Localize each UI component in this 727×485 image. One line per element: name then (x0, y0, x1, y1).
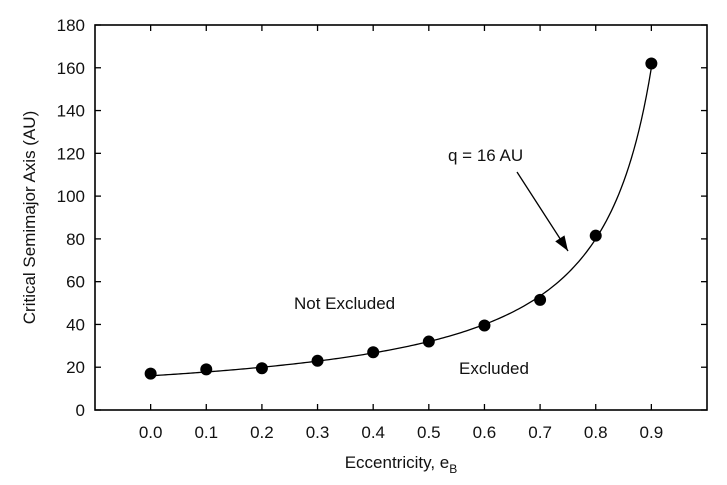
data-point (589, 229, 602, 242)
y-axis-label: Critical Semimajor Axis (AU) (20, 111, 39, 324)
curve-arrow-line (516, 171, 569, 252)
points-layer (144, 57, 658, 380)
y-tick-label: 100 (57, 187, 85, 206)
x-tick-label: 0.8 (584, 423, 608, 442)
data-point (144, 367, 157, 380)
data-point (311, 354, 324, 367)
data-point (367, 346, 380, 359)
x-tick-label: 0.5 (417, 423, 441, 442)
curve-arrow-head (555, 235, 568, 251)
data-point (534, 293, 547, 306)
x-tick-label: 0.2 (250, 423, 274, 442)
y-tick-label: 120 (57, 144, 85, 163)
region-label-excluded: Excluded (459, 359, 529, 378)
x-tick-label: 0.3 (306, 423, 330, 442)
y-tick-label: 20 (66, 358, 85, 377)
x-tick-label: 0.0 (139, 423, 163, 442)
data-point (200, 363, 213, 376)
region-label-not-excluded: Not Excluded (294, 294, 395, 313)
data-point (422, 335, 435, 348)
x-tick-label: 0.1 (194, 423, 218, 442)
x-tick-label: 0.9 (640, 423, 664, 442)
curve-label: q = 16 AU (448, 146, 523, 165)
ticks-layer: 0 20 40 60 80 100 120 140 160 180 0.0 0.1 0.2 0.3 0.4 0… (57, 16, 707, 442)
x-tick-label: 0.4 (361, 423, 385, 442)
y-tick-label: 160 (57, 59, 85, 78)
y-tick-label: 140 (57, 102, 85, 121)
x-tick-label: 0.6 (473, 423, 497, 442)
plot-frame (94, 24, 708, 411)
data-point (478, 319, 491, 332)
data-point (645, 57, 658, 70)
y-tick-label: 40 (66, 315, 85, 334)
y-tick-label: 0 (76, 401, 85, 420)
x-axis-label: Eccentricity, eB (345, 453, 458, 476)
fit-curve (150, 67, 653, 377)
y-tick-label: 80 (66, 230, 85, 249)
y-tick-label: 180 (57, 16, 85, 35)
data-point (255, 362, 268, 375)
y-tick-label: 60 (66, 273, 85, 292)
x-tick-label: 0.7 (528, 423, 552, 442)
